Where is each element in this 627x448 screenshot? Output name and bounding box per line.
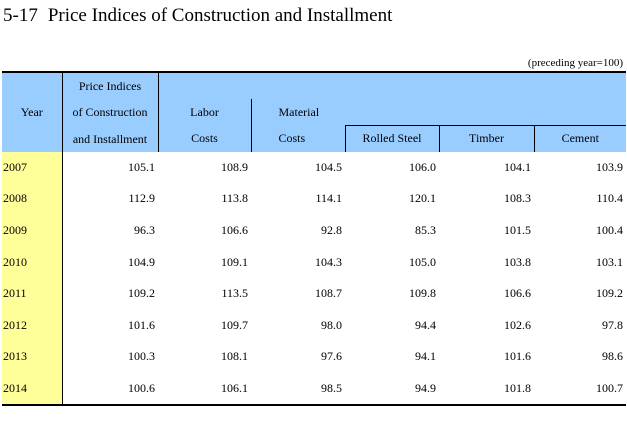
header-line-timber	[439, 99, 534, 126]
cell-cement: 100.4	[596, 222, 623, 237]
cell-timber: 103.8	[504, 254, 531, 269]
table-row: 2014 100.6 106.1 98.5 94.9 101.8 100.7	[2, 372, 626, 406]
cell-rolled-steel: 94.4	[415, 317, 436, 332]
table-row: 2011 109.2 113.5 108.7 109.8 106.6 109.2	[2, 277, 626, 310]
table-row: 2009 96.3 106.6 92.8 85.3 101.5 100.4	[2, 214, 626, 247]
cell-timber: 108.3	[504, 191, 531, 206]
cell-rolled-steel: 120.1	[409, 191, 436, 206]
table-row: 2007 105.1 108.9 104.5 106.0 104.1 103.9	[2, 151, 626, 184]
cell-rolled-steel: 109.8	[409, 286, 436, 301]
header-price-indices-line1: Price Indices	[62, 72, 159, 99]
cell-price-index: 100.6	[128, 380, 155, 395]
page-title: 5-17 Price Indices of Construction and In…	[3, 5, 392, 27]
price-indices-table: Year Price Indices of Construction Labor…	[2, 71, 626, 407]
cell-labor: 113.8	[221, 191, 248, 206]
cell-material: 92.8	[321, 222, 342, 237]
cell-timber: 101.6	[504, 349, 531, 364]
cell-cement: 103.1	[596, 254, 623, 269]
cell-rolled-steel: 94.1	[415, 349, 436, 364]
cell-timber: 106.6	[504, 286, 531, 301]
cell-timber: 101.8	[504, 380, 531, 395]
header-material-line2: Costs	[250, 125, 345, 152]
cell-labor: 108.1	[221, 349, 248, 364]
table-row: 2013 100.3 108.1 97.6 94.1 101.6 98.6	[2, 341, 626, 373]
cell-timber: 102.6	[504, 317, 531, 332]
cell-cement: 103.9	[596, 159, 623, 174]
header-timber: Timber	[438, 125, 535, 152]
cell-price-index: 105.1	[128, 159, 155, 174]
cell-cement: 110.4	[596, 191, 623, 206]
cell-labor: 106.1	[221, 380, 248, 395]
cell-labor: 106.6	[221, 222, 248, 237]
cell-timber: 101.5	[504, 222, 531, 237]
cell-material: 98.0	[321, 317, 342, 332]
cell-labor: 109.7	[221, 317, 248, 332]
cell-material: 98.5	[321, 380, 342, 395]
cell-year: 2009	[2, 214, 63, 247]
cell-labor: 109.1	[221, 254, 248, 269]
cell-rolled-steel: 105.0	[409, 254, 436, 269]
cell-cement: 100.7	[596, 380, 623, 395]
cell-rolled-steel: 85.3	[415, 222, 436, 237]
cell-year: 2008	[2, 183, 63, 215]
cell-timber: 104.1	[504, 159, 531, 174]
table-row: 2012 101.6 109.7 98.0 94.4 102.6 97.8	[2, 309, 626, 342]
unit-note: (preceding year=100)	[527, 57, 623, 69]
cell-labor: 108.9	[221, 159, 248, 174]
cell-price-index: 104.9	[128, 254, 155, 269]
cell-cement: 98.6	[602, 349, 623, 364]
header-blank-cement	[534, 72, 626, 99]
header-rolled-steel: Rolled Steel	[344, 125, 440, 152]
cell-year: 2014	[2, 372, 63, 406]
cell-rolled-steel: 94.9	[415, 380, 436, 395]
cell-year: 2007	[2, 151, 63, 184]
cell-material: 97.6	[321, 349, 342, 364]
table-number: 5-17	[3, 5, 38, 26]
header-labor-line1: Labor	[157, 99, 251, 126]
header-blank-rs	[345, 72, 439, 99]
header-labor-line2: Costs	[157, 125, 251, 152]
header-line-rs	[345, 99, 439, 126]
cell-cement: 97.8	[602, 317, 623, 332]
header-blank-material	[251, 72, 345, 99]
cell-year: 2010	[2, 246, 63, 278]
header-cement: Cement	[533, 125, 626, 152]
cell-material: 108.7	[315, 286, 342, 301]
cell-price-index: 112.9	[128, 191, 155, 206]
cell-price-index: 96.3	[134, 222, 155, 237]
table-row: 2008 112.9 113.8 114.1 120.1 108.3 110.4	[2, 183, 626, 215]
header-year: Year	[2, 72, 63, 152]
cell-price-index: 101.6	[128, 317, 155, 332]
table-title: Price Indices of Construction and Instal…	[47, 5, 393, 26]
cell-material: 104.5	[315, 159, 342, 174]
table-row: 2010 104.9 109.1 104.3 105.0 103.8 103.1	[2, 246, 626, 278]
cell-material: 104.3	[315, 254, 342, 269]
header-line-cement	[534, 99, 626, 126]
header-blank-labor	[158, 72, 251, 99]
cell-labor: 113.5	[221, 286, 248, 301]
header-material-line1: Material	[250, 99, 345, 126]
header-blank-timber	[439, 72, 534, 99]
header-price-indices-line3: and Installment	[62, 125, 159, 152]
cell-year: 2012	[2, 309, 63, 342]
cell-price-index: 109.2	[128, 286, 155, 301]
cell-year: 2013	[2, 341, 63, 373]
cell-year: 2011	[2, 277, 63, 310]
header-price-indices-line2: of Construction	[62, 99, 159, 126]
cell-material: 114.1	[315, 191, 342, 206]
cell-price-index: 100.3	[128, 349, 155, 364]
cell-cement: 109.2	[596, 286, 623, 301]
cell-rolled-steel: 106.0	[409, 159, 436, 174]
